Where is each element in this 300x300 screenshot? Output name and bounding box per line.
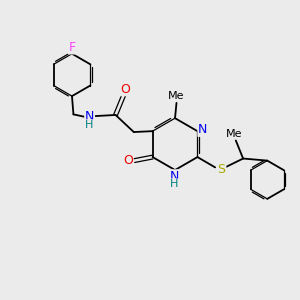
Text: N: N	[198, 123, 208, 136]
Text: N: N	[85, 110, 94, 123]
Text: Me: Me	[168, 91, 185, 100]
Text: S: S	[218, 163, 226, 176]
Text: O: O	[120, 82, 130, 95]
Text: N: N	[170, 170, 179, 183]
Text: H: H	[170, 179, 178, 189]
Text: Me: Me	[226, 129, 242, 139]
Text: F: F	[68, 41, 76, 54]
Text: O: O	[123, 154, 133, 167]
Text: H: H	[85, 120, 94, 130]
